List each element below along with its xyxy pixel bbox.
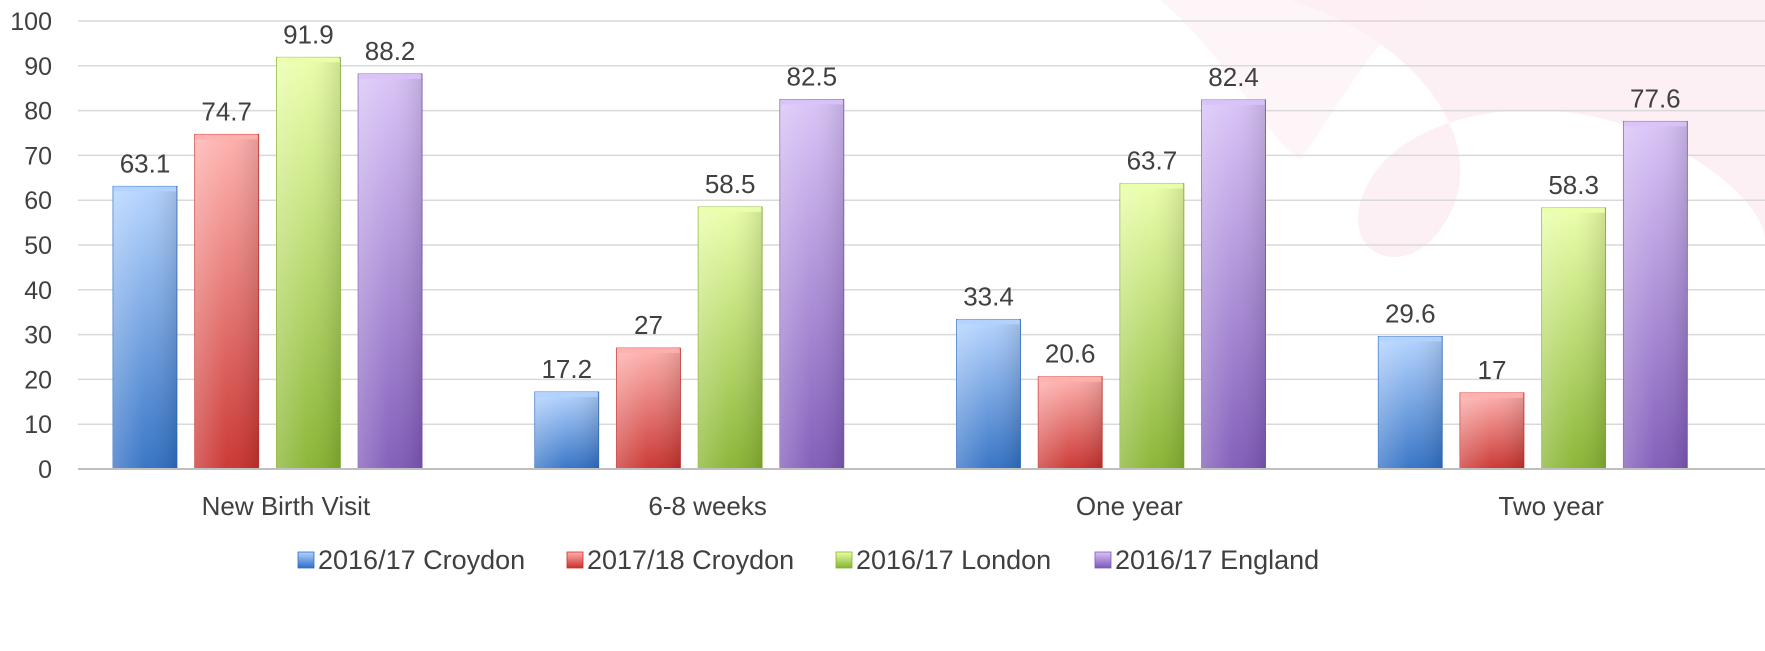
data-label: 29.6 <box>1385 298 1436 328</box>
watermark-shape <box>1290 0 1765 258</box>
data-label: 27 <box>634 310 663 340</box>
x-axis: New Birth Visit 6-8 weeks One year Two year <box>78 468 1765 521</box>
data-label: 91.9 <box>283 19 334 49</box>
bar-shading <box>1038 376 1103 469</box>
bar-shading <box>1459 392 1524 469</box>
bar-top-highlight <box>1624 121 1687 127</box>
legend-swatch <box>1094 551 1112 569</box>
data-label: 58.3 <box>1548 170 1599 200</box>
legend-swatch <box>297 551 315 569</box>
bar-top-highlight <box>957 319 1020 325</box>
bar-top-highlight <box>780 99 843 105</box>
data-label: 88.2 <box>365 36 416 66</box>
y-tick-label: 60 <box>24 187 52 215</box>
bar-top-highlight <box>1039 376 1102 382</box>
bar-shading <box>1541 207 1606 470</box>
y-tick-label: 0 <box>38 456 52 484</box>
bar-shading <box>194 134 259 469</box>
bar-top-highlight <box>114 186 176 192</box>
background-watermark <box>1160 0 1765 258</box>
bar-shading <box>779 99 844 470</box>
data-label: 20.6 <box>1045 339 1096 369</box>
data-label: 63.1 <box>120 148 171 178</box>
bar-shading <box>616 348 681 469</box>
bar-shading <box>358 73 423 469</box>
legend-swatch <box>835 551 853 569</box>
bar-shading <box>276 57 341 470</box>
data-label: 77.6 <box>1630 83 1681 113</box>
bar-top-highlight <box>617 348 680 354</box>
bar-top-highlight <box>535 391 598 397</box>
x-category-label: New Birth Visit <box>202 491 371 521</box>
bar-top-highlight <box>1542 207 1605 213</box>
bars <box>112 56 1688 470</box>
y-tick-label: 40 <box>24 277 52 305</box>
bar-shading <box>534 391 599 469</box>
y-tick-label: 70 <box>24 142 52 170</box>
data-label: 74.7 <box>201 96 252 126</box>
data-labels: 63.1 74.7 91.9 88.2 17.2 27 58.5 82.5 33.4 20.6 63… <box>120 19 1681 385</box>
legend-label: 2016/17 Croydon <box>318 545 525 575</box>
bar-top-highlight <box>359 73 422 79</box>
y-tick-label: 20 <box>24 366 52 394</box>
data-label: 63.7 <box>1127 146 1178 176</box>
bar-shading <box>113 186 177 469</box>
bar-top-highlight <box>1202 99 1265 105</box>
bar-shading <box>698 206 763 470</box>
bar-shading <box>1201 99 1266 470</box>
legend: 2016/17 Croydon 2017/18 Croydon 2016/17 Lo… <box>297 545 1319 575</box>
x-category-label: 6-8 weeks <box>648 491 767 521</box>
y-axis: 0 10 20 30 40 50 60 70 80 90 100 <box>10 8 52 484</box>
bar-shading <box>956 319 1021 469</box>
legend-swatch <box>566 551 584 569</box>
bar-top-highlight <box>1460 392 1523 398</box>
y-tick-label: 10 <box>24 411 52 439</box>
legend-label: 2016/17 London <box>856 545 1051 575</box>
bar-top-highlight <box>1379 336 1442 342</box>
data-label: 33.4 <box>963 281 1014 311</box>
y-tick-label: 90 <box>24 53 52 81</box>
x-category-label: Two year <box>1498 491 1604 521</box>
bar-shading <box>1119 183 1184 469</box>
data-label: 17.2 <box>541 354 592 384</box>
x-category-label: One year <box>1076 491 1183 521</box>
watermark-shape <box>1160 0 1420 160</box>
legend-label: 2017/18 Croydon <box>587 545 794 575</box>
bar-top-highlight <box>195 134 258 140</box>
data-label: 17 <box>1477 355 1506 385</box>
y-tick-label: 50 <box>24 232 52 260</box>
bar-shading <box>1378 336 1443 469</box>
bar-top-highlight <box>1120 183 1183 189</box>
data-label: 82.4 <box>1208 62 1259 92</box>
legend-label: 2016/17 England <box>1115 545 1319 575</box>
y-tick-label: 30 <box>24 322 52 350</box>
data-label: 82.5 <box>787 61 838 91</box>
bar-top-highlight <box>277 57 340 63</box>
y-tick-label: 80 <box>24 98 52 126</box>
data-label: 58.5 <box>705 169 756 199</box>
bar-shading <box>1623 121 1688 470</box>
y-tick-label: 100 <box>10 8 52 36</box>
bar-top-highlight <box>699 206 762 212</box>
